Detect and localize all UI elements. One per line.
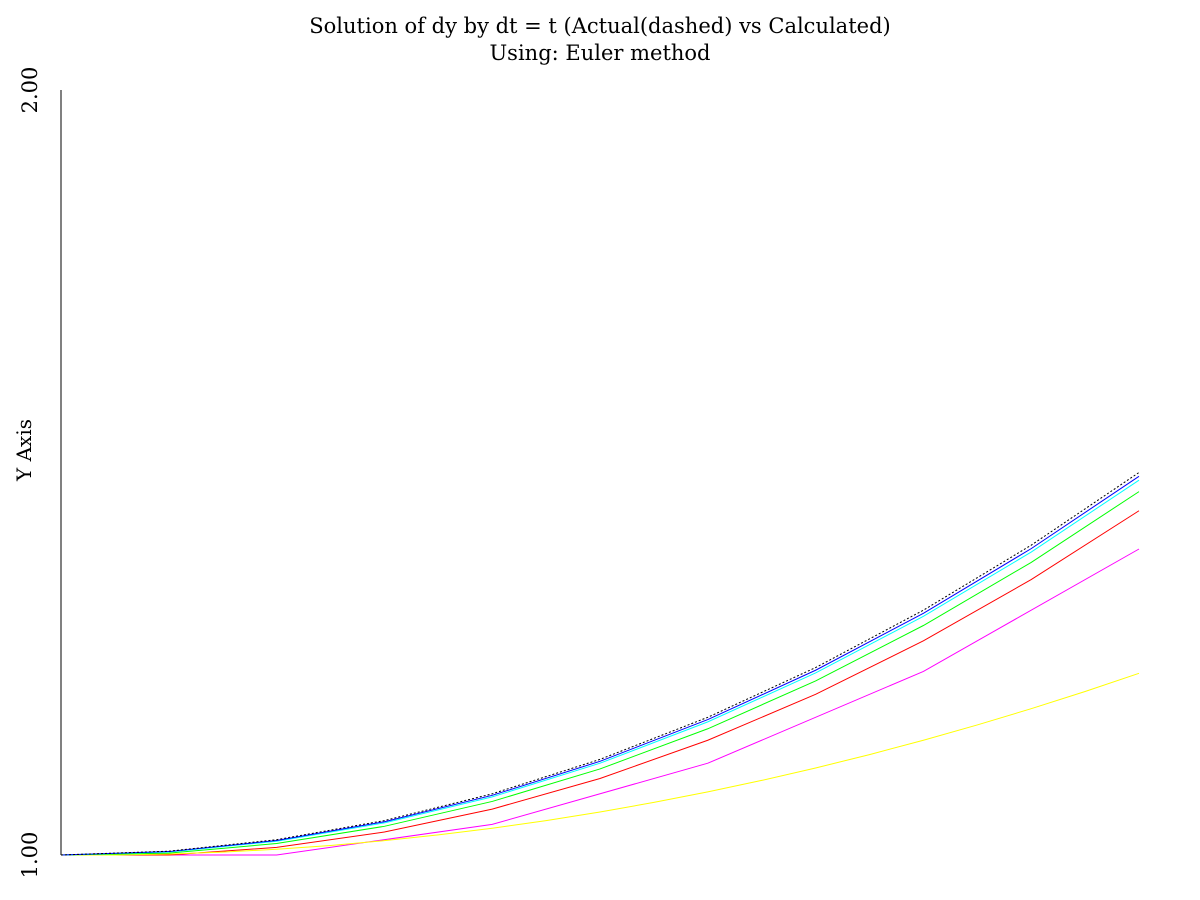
series-line-7 bbox=[60, 472, 1140, 856]
chart-title: Solution of dy by dt = t (Actual(dashed)… bbox=[309, 14, 890, 38]
series-line-4 bbox=[60, 491, 1140, 856]
series-line-6 bbox=[60, 475, 1140, 856]
y-tick-label-min: 1.00 bbox=[18, 832, 42, 879]
series-line-5 bbox=[60, 479, 1140, 856]
series-line-2 bbox=[61, 510, 1140, 856]
y-tick-label-max: 2.00 bbox=[18, 67, 42, 114]
series-line-3 bbox=[61, 672, 1140, 856]
series-line-1 bbox=[61, 548, 1140, 856]
y-axis-label: Y Axis bbox=[12, 419, 36, 482]
series-group bbox=[60, 472, 1140, 856]
chart-subtitle: Using: Euler method bbox=[489, 41, 710, 65]
